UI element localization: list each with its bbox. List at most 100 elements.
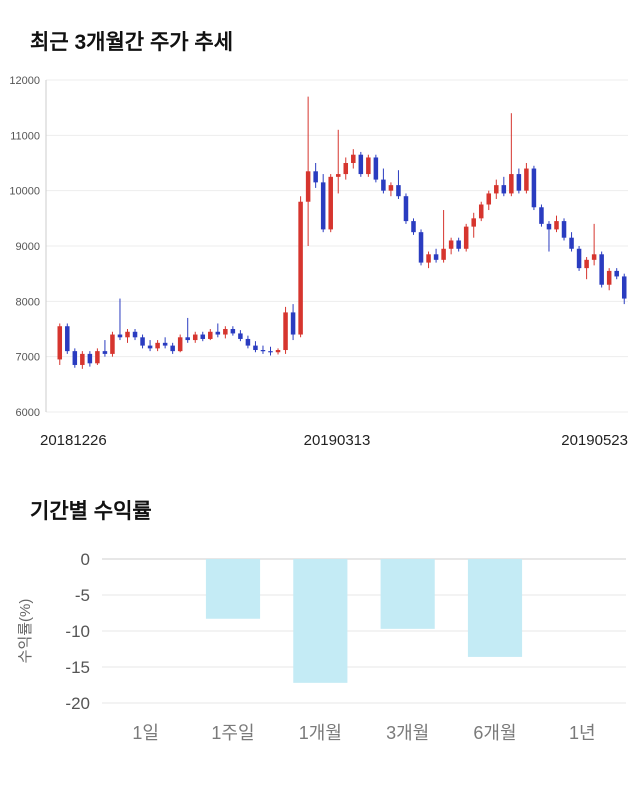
y-tick-label: -5	[75, 586, 90, 605]
candle-body-down	[516, 174, 522, 191]
y-tick-label: 9000	[16, 241, 40, 253]
return-bar	[380, 559, 435, 629]
y-tick-label: -20	[65, 694, 90, 713]
candle-body-down	[72, 351, 78, 365]
candle-body-down	[65, 326, 70, 352]
candle-body-up	[494, 185, 499, 194]
candle-body-up	[478, 204, 484, 219]
candle-body-down	[569, 237, 574, 249]
candle-body-up	[606, 270, 612, 285]
return-bar	[467, 559, 523, 657]
candle-body-down	[599, 254, 604, 285]
candle-body-up	[584, 259, 589, 269]
returns-chart-title: 기간별 수익률	[30, 500, 152, 523]
category-label: 1년	[569, 723, 596, 743]
y-tick-label: 10000	[9, 186, 40, 198]
candle-body-down	[418, 232, 424, 263]
candle-body-up	[305, 171, 311, 202]
category-label: 6개월	[473, 723, 516, 743]
candle-body-down	[561, 221, 567, 238]
candle-body-down	[245, 338, 251, 346]
category-label: 3개월	[386, 723, 429, 743]
candle-body-down	[456, 240, 461, 249]
candle-body-down	[320, 182, 326, 230]
y-tick-label: 8000	[16, 296, 40, 308]
candle-body-down	[162, 342, 168, 346]
candle-body-down	[373, 157, 379, 180]
y-tick-label: 7000	[16, 352, 40, 364]
return-bar	[205, 559, 261, 619]
candle-body-down	[396, 185, 401, 197]
candlestick-chart: 12000 11000 10000 9000 8000 7000 6000 20181226 2…	[9, 75, 628, 449]
y-tick-label: 6000	[16, 407, 40, 419]
candle-body-up	[283, 312, 288, 351]
candle-body-up	[441, 248, 446, 260]
x-date-label: 20181226	[40, 432, 107, 449]
candle-body-down	[132, 331, 138, 338]
candle-body-down	[268, 351, 273, 353]
candle-body-up	[524, 168, 529, 191]
returns-bar-chart: 0 -5 -10 -15 -20 수익률(%) 1일 1주일 1개월 3개월 6개월 1년	[17, 550, 626, 743]
candle-body-up	[471, 218, 476, 227]
candle-body-down	[621, 276, 627, 299]
return-bar	[293, 559, 348, 683]
candle-body-down	[102, 351, 108, 354]
candle-body-down	[531, 168, 537, 208]
candle-body-up	[80, 353, 85, 365]
candle-body-down	[358, 154, 364, 175]
y-axis-label: 수익률(%)	[17, 599, 34, 664]
candle-body-down	[185, 337, 190, 341]
category-label: 1일	[132, 723, 159, 743]
candle-body-down	[238, 333, 243, 339]
candle-body-down	[381, 179, 386, 191]
candle-body-up	[591, 254, 597, 260]
candle-body-down	[614, 270, 619, 277]
candle-body-down	[539, 207, 544, 224]
candle-body-down	[433, 254, 439, 260]
y-tick-label: 12000	[9, 75, 40, 87]
candle-body-down	[260, 350, 266, 352]
candle-body-up	[95, 351, 100, 364]
candle-body-up	[388, 185, 394, 191]
candle-body-up	[275, 350, 281, 353]
candle-body-up	[366, 157, 371, 175]
candle-body-up	[509, 174, 514, 194]
candle-body-down	[230, 329, 236, 334]
y-tick-label: 0	[81, 550, 90, 569]
candle-body-down	[576, 248, 582, 269]
candle-body-down	[546, 223, 552, 230]
candle-body-up	[328, 176, 333, 230]
candle-body-up	[192, 334, 198, 341]
candle-body-down	[313, 171, 318, 183]
candle-body-down	[411, 221, 416, 233]
candle-body-up	[335, 174, 341, 177]
candle-body-down	[253, 345, 258, 351]
category-label: 1주일	[211, 723, 254, 743]
candle-body-down	[290, 312, 296, 335]
candle-body-up	[208, 331, 213, 339]
candle-body-up	[343, 163, 349, 175]
y-tick-label: -10	[65, 622, 90, 641]
candle-body-up	[155, 342, 160, 349]
candle-body-down	[215, 331, 221, 335]
category-label: 1개월	[299, 723, 342, 743]
candlestick-chart-title: 최근 3개월간 주가 추세	[30, 31, 234, 54]
candle-body-up	[351, 154, 356, 163]
candle-body-down	[501, 185, 507, 194]
candle-body-up	[177, 337, 183, 352]
candle-body-down	[200, 334, 206, 339]
x-date-label: 20190313	[304, 432, 371, 449]
candle-body-down	[87, 353, 93, 364]
candle-body-up	[298, 201, 303, 335]
candle-body-up	[426, 254, 431, 263]
candle-body-down	[140, 337, 145, 346]
x-date-label: 20190523	[561, 432, 628, 449]
candle-body-down	[403, 196, 409, 222]
candle-body-up	[110, 334, 115, 354]
candle-body-down	[147, 345, 153, 349]
candle-body-up	[125, 331, 130, 338]
candle-body-up	[57, 326, 63, 360]
candle-body-up	[463, 226, 469, 249]
candle-body-down	[117, 334, 123, 338]
